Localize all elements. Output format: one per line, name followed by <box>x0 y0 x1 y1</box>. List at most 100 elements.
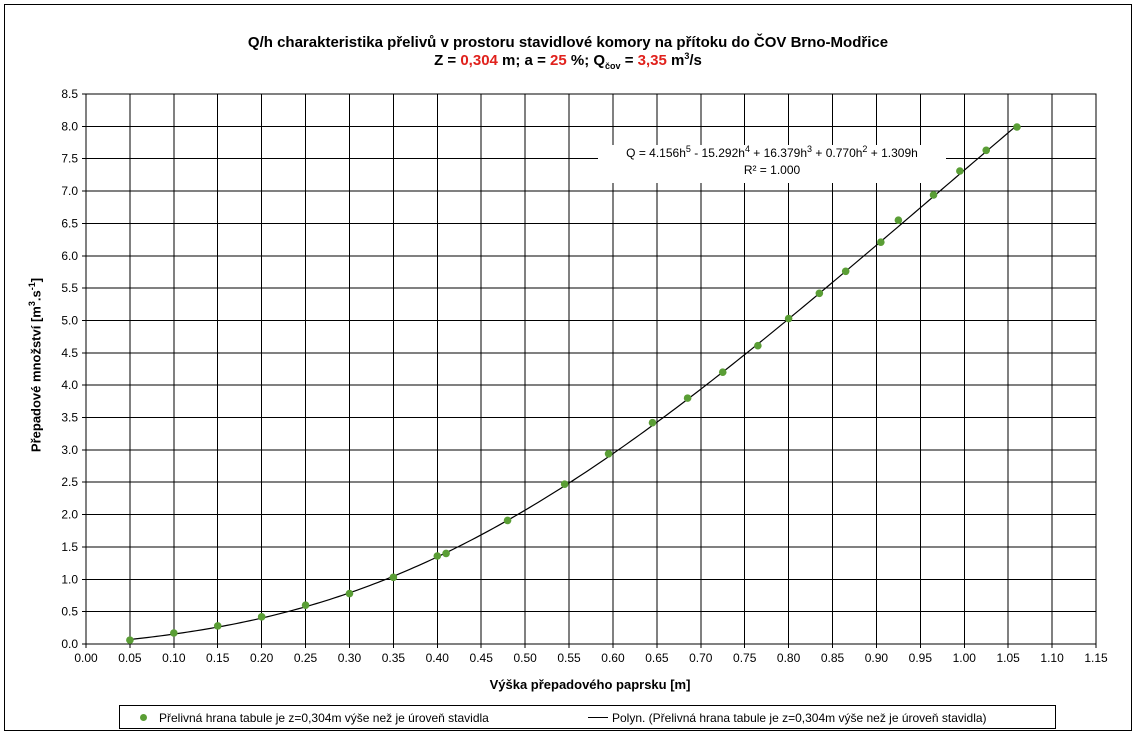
data-point <box>257 613 266 621</box>
data-point <box>170 629 178 637</box>
legend-item-points: Přelivná hrana tabule je z=0,304m výše n… <box>140 711 489 725</box>
y-tick-label: 4.5 <box>61 346 78 360</box>
q-unit-superscript: 3 <box>684 51 690 61</box>
x-tick-label: 0.00 <box>74 651 98 665</box>
y-tick-label: 7.0 <box>61 184 78 198</box>
y-tick-label: 8.5 <box>61 87 78 101</box>
x-tick-label: 0.15 <box>206 651 230 665</box>
legend-line-marker <box>588 717 608 719</box>
chart-subtitle: Z = 0,304 m; a = 25 %; Qčov = 3,35 m3/s <box>0 51 1136 71</box>
x-tick-label: 0.95 <box>909 651 933 665</box>
x-tick-label: 0.60 <box>601 651 625 665</box>
data-point <box>894 216 903 224</box>
y-tick-label: 8.0 <box>61 119 78 133</box>
x-tick-label: 0.65 <box>645 651 669 665</box>
data-point <box>718 368 727 377</box>
a-unit: %; Q <box>566 52 606 69</box>
y-tick-label: 4.0 <box>61 378 78 392</box>
y-tick-label: 5.0 <box>61 313 78 327</box>
plot-area-border <box>85 93 1097 645</box>
x-tick-label: 0.70 <box>689 651 713 665</box>
q-equals: = <box>620 52 638 69</box>
q-unit: m <box>666 52 685 69</box>
data-point <box>345 589 354 598</box>
y-axis-label: Přepadové množství [m3.s-1] <box>27 277 44 453</box>
data-point <box>503 516 512 525</box>
data-point <box>126 636 134 644</box>
data-point <box>433 552 442 560</box>
data-point <box>648 418 657 427</box>
x-tick-label: 0.25 <box>294 651 318 665</box>
x-tick-label: 0.40 <box>426 651 450 665</box>
tick-labels: 0.00 0.05 0.10 0.15 0.20 0.25 0.30 0.35 0.40 0.45… <box>61 87 1108 665</box>
data-point <box>784 314 793 323</box>
x-tick-label: 0.90 <box>865 651 889 665</box>
y-tick-label: 0.5 <box>61 605 78 619</box>
legend-line-label: Polyn. (Přelivná hrana tabule je z=0,304… <box>612 711 987 725</box>
x-tick-label: 0.20 <box>250 651 274 665</box>
x-tick-label: 1.15 <box>1084 651 1108 665</box>
x-tick-label: 0.35 <box>382 651 406 665</box>
a-value: 25 <box>550 52 567 69</box>
x-tick-label: 0.55 <box>557 651 581 665</box>
x-tick-label: 1.00 <box>953 651 977 665</box>
z-unit: m; a = <box>497 52 550 69</box>
x-tick-label: 0.50 <box>513 651 537 665</box>
legend-dot-marker <box>140 714 147 722</box>
x-tick-label: 1.10 <box>1040 651 1064 665</box>
y-tick-label: 6.5 <box>61 216 78 230</box>
y-tick-label: 1.0 <box>61 572 78 586</box>
points-group <box>126 123 1021 644</box>
data-point <box>982 146 991 155</box>
data-point <box>213 622 222 630</box>
y-tick-label: 3.0 <box>61 443 78 457</box>
x-axis-label: Výška přepadového paprsku [m] <box>489 677 691 692</box>
data-point <box>683 394 692 402</box>
data-point <box>389 573 398 582</box>
x-tick-label: 0.75 <box>733 651 757 665</box>
r-squared: R² = 1.000 <box>743 163 801 177</box>
data-point <box>301 601 310 609</box>
data-point <box>956 167 964 175</box>
q-value: 3,35 <box>637 52 667 69</box>
x-tick-label: 0.80 <box>777 651 801 665</box>
data-point <box>754 341 762 350</box>
data-point <box>815 289 824 298</box>
legend-item-trendline: Polyn. (Přelivná hrana tabule je z=0,304… <box>588 711 987 725</box>
y-tick-label: 3.5 <box>61 411 78 425</box>
data-point <box>442 549 450 558</box>
z-label: Z = <box>434 52 461 69</box>
x-tick-label: 0.05 <box>118 651 142 665</box>
x-tick-label: 0.45 <box>470 651 494 665</box>
y-tick-label: 0.0 <box>61 637 78 651</box>
y-tick-label: 5.5 <box>61 281 78 295</box>
data-point <box>604 449 613 458</box>
z-value: 0,304 <box>460 52 498 69</box>
legend-points-label: Přelivná hrana tabule je z=0,304m výše n… <box>159 711 489 725</box>
trendline-group <box>129 124 1018 641</box>
data-point <box>1013 123 1021 131</box>
legend: Přelivná hrana tabule je z=0,304m výše n… <box>119 705 1056 729</box>
y-tick-label: 7.5 <box>61 152 78 166</box>
equation-line: Q = 4.156h5 - 15.292h4 + 16.379h3 + 0.77… <box>626 144 918 161</box>
y-tick-label: 6.0 <box>61 249 78 263</box>
y-tick-label: 2.0 <box>61 508 78 522</box>
x-tick-label: 1.05 <box>996 651 1020 665</box>
q-subscript: čov <box>605 61 621 71</box>
x-tick-label: 0.85 <box>821 651 845 665</box>
data-point <box>929 191 938 199</box>
y-tick-label: 1.5 <box>61 540 78 554</box>
trendline <box>129 124 1018 641</box>
data-point <box>841 267 850 276</box>
trend-equation: Q = 4.156h5 - 15.292h4 + 16.379h3 + 0.77… <box>598 145 946 183</box>
chart-frame <box>4 4 1132 731</box>
grid <box>82 93 1097 648</box>
chart-title: Q/h charakteristika přelivů v prostoru s… <box>0 34 1136 51</box>
q-unit-end: /s <box>689 52 702 69</box>
x-tick-label: 0.30 <box>338 651 362 665</box>
data-point <box>560 480 569 488</box>
x-tick-label: 0.10 <box>162 651 186 665</box>
data-point <box>877 238 885 246</box>
y-tick-label: 2.5 <box>61 475 78 489</box>
